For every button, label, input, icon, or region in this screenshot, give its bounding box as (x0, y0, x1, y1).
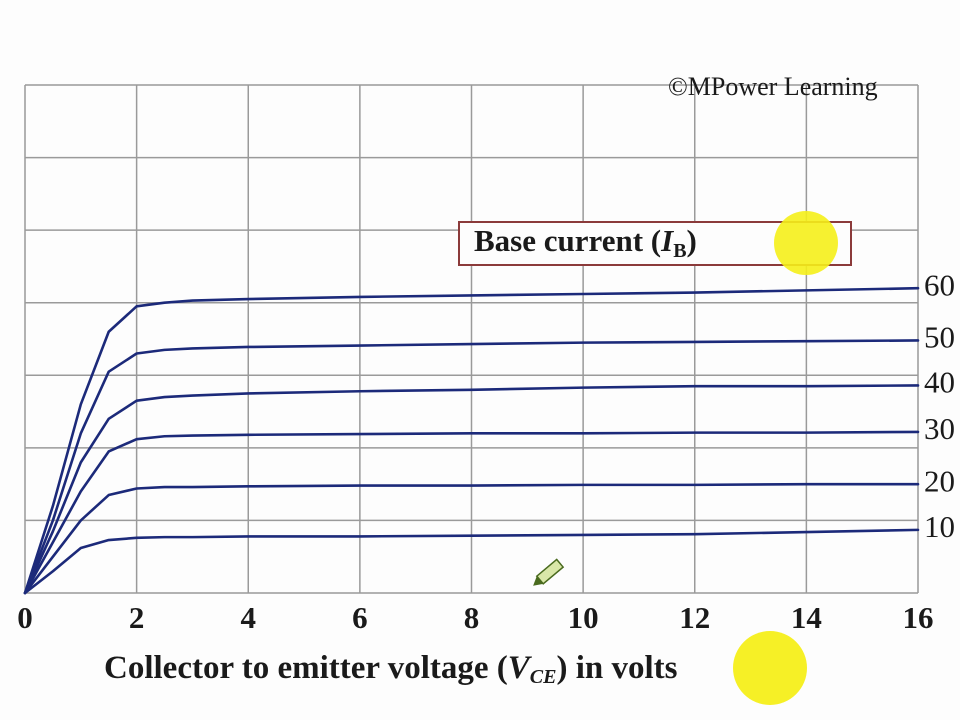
legend-close: ) (687, 223, 697, 258)
x-label-rest: ) in volts (556, 650, 677, 686)
x-label-text: Collector to emitter voltage ( (104, 650, 508, 686)
x-tick-label: 10 (568, 600, 599, 635)
watermark: ©MPower Learning (668, 72, 878, 101)
x-tick-label: 2 (129, 600, 145, 635)
x-tick-label: 14 (791, 600, 822, 635)
pencil-cursor (533, 558, 565, 586)
x-axis-label: Collector to emitter voltage (VCE) in vo… (104, 650, 678, 688)
series-label: 20 (924, 463, 955, 498)
highlight (733, 631, 807, 705)
series-label: 50 (924, 320, 955, 355)
x-label-subscript: CE (530, 666, 557, 688)
series-label: 60 (924, 267, 955, 302)
legend-title: Base current (IB) (474, 223, 697, 261)
legend-symbol: I (660, 223, 674, 258)
curve (23, 430, 920, 595)
legend-subscript: B (673, 240, 686, 262)
series-label: 30 (924, 411, 955, 446)
highlight (774, 211, 838, 275)
x-tick-label: 4 (241, 600, 257, 635)
x-tick-label: 12 (679, 600, 710, 635)
x-tick-label: 16 (903, 600, 934, 635)
series-label: 40 (924, 365, 955, 400)
curve (23, 339, 920, 595)
curve (23, 482, 920, 595)
x-tick-label: 0 (17, 600, 33, 635)
x-tick-label: 6 (352, 600, 368, 635)
x-tick-label: 8 (464, 600, 480, 635)
curve (23, 528, 920, 595)
series-label: 10 (924, 509, 955, 544)
legend-title-text: Base current ( (474, 223, 661, 258)
curve (23, 384, 920, 595)
x-label-symbol: V (508, 650, 533, 686)
curve (23, 286, 920, 595)
curves (23, 286, 920, 595)
